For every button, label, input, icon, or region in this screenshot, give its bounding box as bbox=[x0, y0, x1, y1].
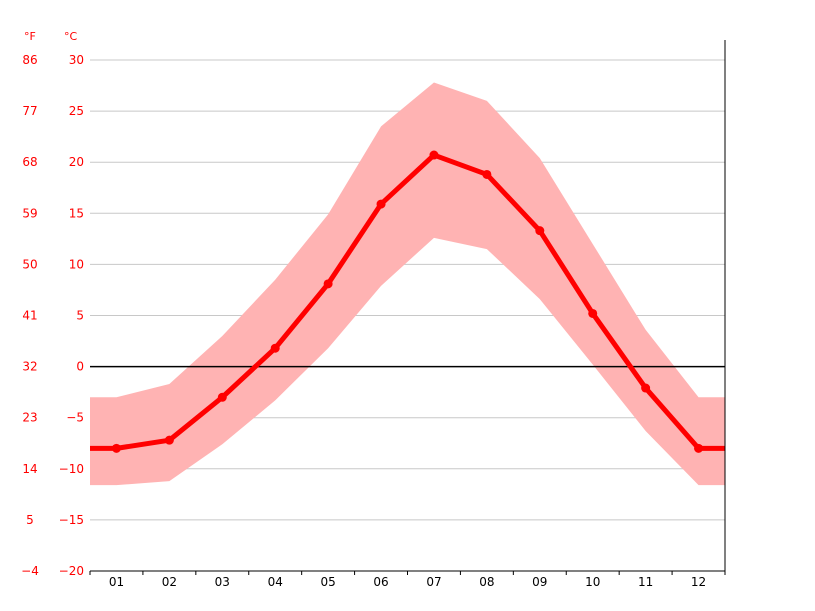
y-tick-label-fahrenheit: 41 bbox=[22, 309, 37, 323]
x-tick-label: 10 bbox=[585, 575, 600, 589]
x-tick-label: 02 bbox=[162, 575, 177, 589]
x-tick-label: 07 bbox=[426, 575, 441, 589]
x-tick-label: 08 bbox=[479, 575, 494, 589]
y-tick-label-fahrenheit: 86 bbox=[22, 53, 37, 67]
average-series bbox=[90, 150, 725, 453]
average-temperature-point bbox=[376, 199, 386, 209]
y-tick-label-celsius: 10 bbox=[69, 257, 84, 271]
y-tick-labels: 86 30 77 25 68 20 59 15 50 10 41 5 32 0 23 −5 14 −10 5 −15 −… bbox=[21, 53, 84, 578]
y-tick-label-fahrenheit: −4 bbox=[21, 564, 39, 578]
y-tick-label-celsius: 25 bbox=[69, 104, 84, 118]
average-temperature-point bbox=[429, 150, 439, 160]
average-temperature-point bbox=[641, 383, 651, 393]
y-tick-label-fahrenheit: 23 bbox=[22, 411, 37, 425]
x-tick-label: 03 bbox=[215, 575, 230, 589]
average-temperature-point bbox=[270, 343, 280, 353]
average-temperature-point bbox=[482, 169, 492, 179]
y-tick-label-fahrenheit: 5 bbox=[26, 513, 34, 527]
x-tick-label: 11 bbox=[638, 575, 653, 589]
y-tick-label-celsius: −5 bbox=[66, 411, 84, 425]
y-tick-label-fahrenheit: 50 bbox=[22, 257, 37, 271]
y-tick-label-celsius: 20 bbox=[69, 155, 84, 169]
y-tick-label-celsius: −10 bbox=[59, 462, 84, 476]
y-tick-label-fahrenheit: 77 bbox=[22, 104, 37, 118]
celsius-unit-label: °C bbox=[64, 30, 78, 43]
x-tick-labels: 01 02 03 04 05 06 07 08 09 10 11 12 bbox=[109, 575, 706, 589]
average-temperature-point bbox=[111, 443, 121, 453]
average-temperature-point bbox=[588, 308, 598, 318]
y-tick-label-fahrenheit: 14 bbox=[22, 462, 37, 476]
average-temperature-point bbox=[535, 226, 545, 236]
y-tick-label-celsius: 15 bbox=[69, 206, 84, 220]
x-tick-label: 06 bbox=[373, 575, 388, 589]
average-temperature-point bbox=[694, 443, 704, 453]
y-tick-label-celsius: −15 bbox=[59, 513, 84, 527]
x-tick-label: 09 bbox=[532, 575, 547, 589]
y-tick-label-fahrenheit: 68 bbox=[22, 155, 37, 169]
x-tick-label: 01 bbox=[109, 575, 124, 589]
temperature-range-band bbox=[90, 82, 725, 486]
fahrenheit-unit-label: °F bbox=[24, 30, 36, 43]
average-temperature-point bbox=[164, 435, 174, 445]
y-tick-label-fahrenheit: 32 bbox=[22, 360, 37, 374]
y-tick-label-celsius: 0 bbox=[76, 360, 84, 374]
y-tick-label-celsius: 5 bbox=[76, 309, 84, 323]
y-tick-label-celsius: 30 bbox=[69, 53, 84, 67]
average-temperature-point bbox=[217, 392, 227, 402]
x-tick-label: 12 bbox=[691, 575, 706, 589]
average-temperature-line bbox=[90, 152, 725, 451]
y-tick-label-fahrenheit: 59 bbox=[22, 206, 37, 220]
x-tick-label: 05 bbox=[320, 575, 335, 589]
y-tick-label-celsius: −20 bbox=[59, 564, 84, 578]
axes bbox=[89, 40, 726, 575]
min-max-band bbox=[90, 82, 725, 486]
x-tick-label: 04 bbox=[268, 575, 283, 589]
average-temperature-point bbox=[323, 279, 333, 289]
